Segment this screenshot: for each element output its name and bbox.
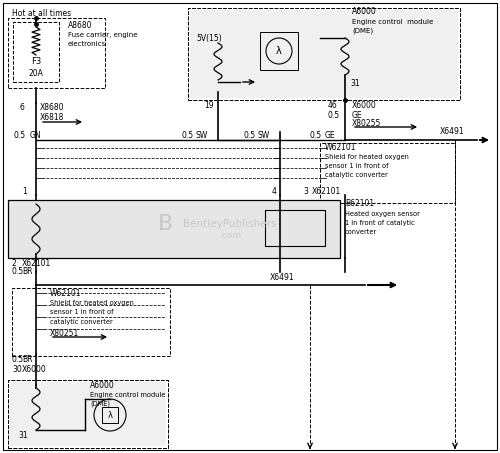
- Text: Shield for heated oxygen: Shield for heated oxygen: [50, 300, 134, 306]
- Text: SW: SW: [258, 131, 270, 140]
- Bar: [190, 10, 458, 98]
- Bar: [265, 210, 325, 246]
- Text: F3: F3: [31, 58, 41, 67]
- Text: W62101: W62101: [325, 143, 356, 151]
- Text: converter: converter: [345, 229, 378, 235]
- Bar: [260, 32, 298, 70]
- Text: 3: 3: [303, 188, 308, 197]
- Text: BR: BR: [22, 268, 32, 276]
- Text: 1 in front of catalytic: 1 in front of catalytic: [345, 220, 414, 226]
- Text: electronics: electronics: [68, 41, 106, 47]
- Bar: [320, 143, 455, 203]
- Text: catalytic converter: catalytic converter: [325, 172, 388, 178]
- Text: sensor 1 in front of: sensor 1 in front of: [325, 163, 388, 169]
- Bar: [188, 8, 460, 100]
- Text: GE: GE: [325, 131, 336, 140]
- Text: X80255: X80255: [352, 120, 382, 129]
- Bar: [12, 288, 170, 356]
- Text: A8680: A8680: [68, 20, 92, 29]
- Text: 1: 1: [22, 188, 27, 197]
- Text: 20A: 20A: [28, 68, 44, 77]
- Text: X62101: X62101: [22, 259, 52, 268]
- Text: catalytic converter: catalytic converter: [50, 319, 113, 325]
- Text: .com: .com: [219, 231, 241, 241]
- Text: 0.5: 0.5: [182, 131, 194, 140]
- Text: BentleyPublishers: BentleyPublishers: [183, 219, 277, 229]
- Text: B: B: [158, 214, 172, 234]
- Text: 19: 19: [204, 101, 214, 111]
- Text: A6000: A6000: [90, 381, 115, 390]
- Bar: [102, 407, 118, 423]
- Text: X6491: X6491: [440, 127, 464, 136]
- Text: B62101: B62101: [345, 199, 374, 208]
- Text: Heated oxygen sensor: Heated oxygen sensor: [345, 211, 420, 217]
- Text: 0.5: 0.5: [310, 131, 322, 140]
- Text: 30: 30: [12, 366, 22, 375]
- Text: 6: 6: [20, 102, 25, 111]
- Text: A6000: A6000: [352, 8, 377, 16]
- Text: (DME): (DME): [352, 28, 373, 34]
- Text: SW: SW: [196, 131, 208, 140]
- Text: X6000: X6000: [22, 366, 47, 375]
- Text: W62101: W62101: [50, 289, 82, 298]
- Text: X6000: X6000: [352, 101, 377, 111]
- Text: (DME): (DME): [90, 401, 110, 407]
- Text: BR: BR: [22, 356, 32, 365]
- Bar: [10, 382, 166, 446]
- Text: 5V(15): 5V(15): [196, 34, 222, 43]
- Bar: [8, 380, 168, 448]
- Bar: [8, 380, 168, 448]
- Text: 0.5: 0.5: [12, 268, 24, 276]
- Text: 2: 2: [12, 259, 17, 268]
- Text: Engine control  module: Engine control module: [352, 19, 433, 25]
- Text: λ: λ: [276, 46, 282, 56]
- Text: X62101: X62101: [312, 188, 341, 197]
- Text: 31: 31: [350, 78, 360, 87]
- Text: 31: 31: [18, 430, 28, 439]
- Text: Engine control module: Engine control module: [90, 392, 166, 398]
- Text: X6491: X6491: [270, 274, 294, 283]
- Text: λ: λ: [108, 410, 112, 419]
- Text: GN: GN: [30, 131, 42, 140]
- Text: sensor 1 in front of: sensor 1 in front of: [50, 309, 114, 315]
- Text: 0.5: 0.5: [328, 111, 340, 120]
- Text: X6818: X6818: [40, 114, 64, 122]
- Bar: [8, 200, 340, 258]
- Bar: [188, 8, 460, 100]
- Text: 4: 4: [272, 188, 277, 197]
- Text: Fuse carrier, engine: Fuse carrier, engine: [68, 32, 138, 38]
- Text: X8680: X8680: [40, 102, 64, 111]
- Text: X80251: X80251: [50, 328, 79, 337]
- Text: GE: GE: [352, 111, 362, 120]
- Text: 46: 46: [328, 101, 338, 111]
- Text: 0.5: 0.5: [244, 131, 256, 140]
- Text: Shield for heated oxygen: Shield for heated oxygen: [325, 154, 409, 160]
- Text: 0.5: 0.5: [14, 131, 26, 140]
- Text: 0.5: 0.5: [12, 356, 24, 365]
- Text: Hot at all times: Hot at all times: [12, 9, 71, 18]
- Bar: [8, 18, 105, 88]
- Bar: [13, 22, 59, 82]
